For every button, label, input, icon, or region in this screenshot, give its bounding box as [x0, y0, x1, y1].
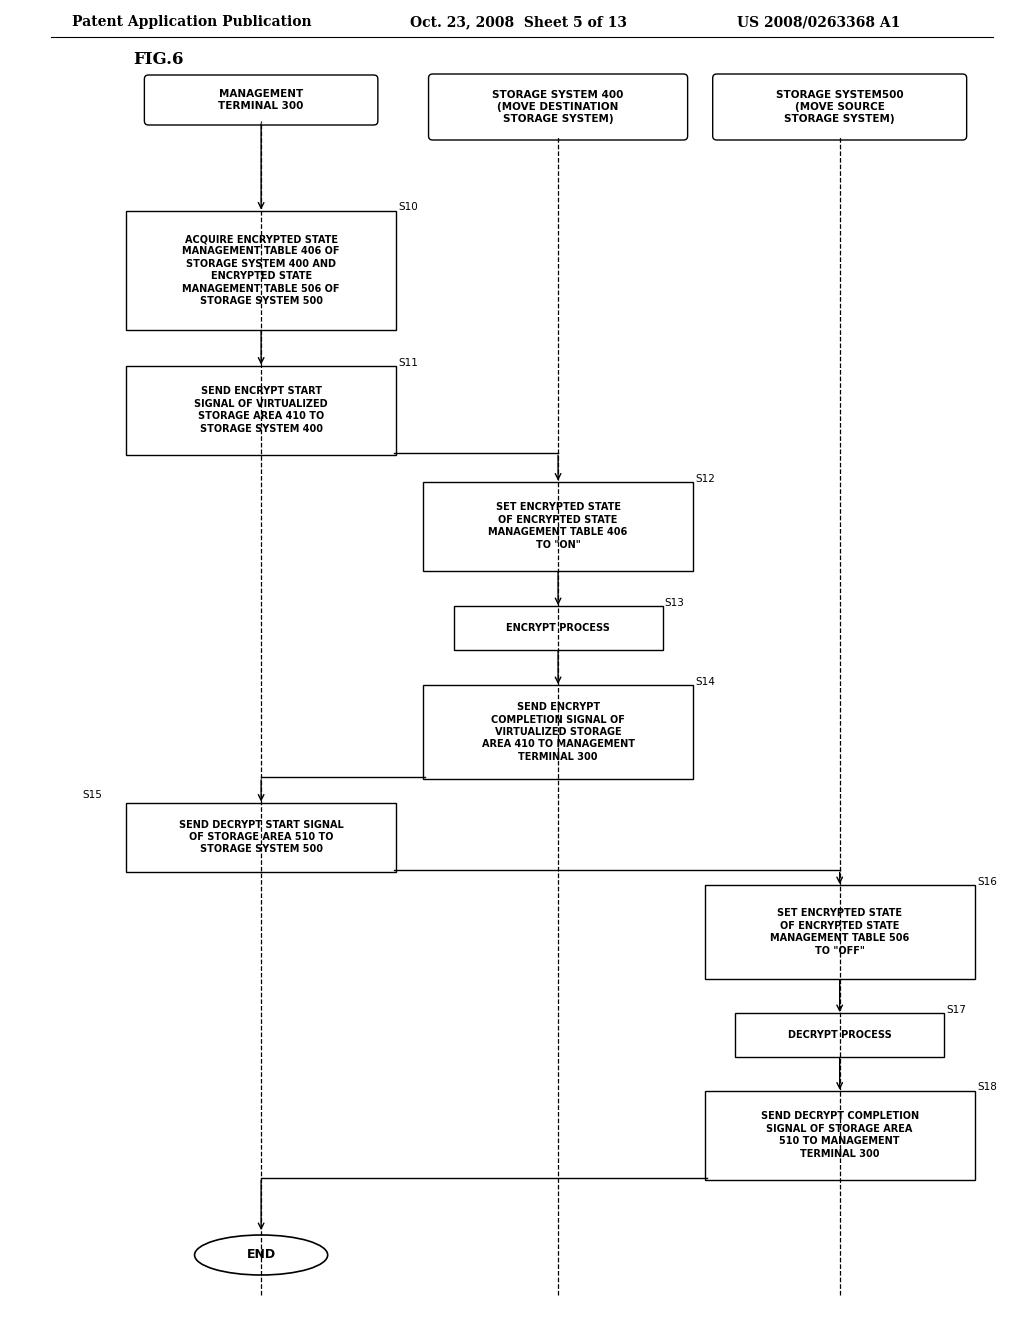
- FancyBboxPatch shape: [735, 1012, 944, 1057]
- Text: SEND ENCRYPT
COMPLETION SIGNAL OF
VIRTUALIZED STORAGE
AREA 410 TO MANAGEMENT
TER: SEND ENCRYPT COMPLETION SIGNAL OF VIRTUA…: [481, 702, 635, 762]
- FancyBboxPatch shape: [713, 74, 967, 140]
- Text: S10: S10: [398, 202, 418, 213]
- Text: END: END: [247, 1249, 275, 1262]
- Text: SET ENCRYPTED STATE
OF ENCRYPTED STATE
MANAGEMENT TABLE 506
TO "OFF": SET ENCRYPTED STATE OF ENCRYPTED STATE M…: [770, 908, 909, 956]
- Text: S14: S14: [695, 677, 715, 686]
- FancyBboxPatch shape: [144, 75, 378, 125]
- Text: S17: S17: [946, 1005, 966, 1015]
- FancyBboxPatch shape: [454, 606, 663, 649]
- Text: S12: S12: [695, 474, 715, 483]
- Text: SEND ENCRYPT START
SIGNAL OF VIRTUALIZED
STORAGE AREA 410 TO
STORAGE SYSTEM 400: SEND ENCRYPT START SIGNAL OF VIRTUALIZED…: [195, 387, 328, 433]
- Text: Oct. 23, 2008  Sheet 5 of 13: Oct. 23, 2008 Sheet 5 of 13: [410, 15, 627, 29]
- Text: ENCRYPT PROCESS: ENCRYPT PROCESS: [506, 623, 610, 634]
- FancyBboxPatch shape: [423, 482, 693, 570]
- Text: S16: S16: [977, 876, 996, 887]
- FancyBboxPatch shape: [705, 1090, 975, 1180]
- Ellipse shape: [195, 1236, 328, 1275]
- Text: US 2008/0263368 A1: US 2008/0263368 A1: [737, 15, 901, 29]
- Text: SEND DECRYPT START SIGNAL
OF STORAGE AREA 510 TO
STORAGE SYSTEM 500: SEND DECRYPT START SIGNAL OF STORAGE ARE…: [179, 820, 343, 854]
- Text: S11: S11: [398, 358, 418, 367]
- Text: STORAGE SYSTEM 400
(MOVE DESTINATION
STORAGE SYSTEM): STORAGE SYSTEM 400 (MOVE DESTINATION STO…: [493, 90, 624, 124]
- Text: DECRYPT PROCESS: DECRYPT PROCESS: [787, 1030, 892, 1040]
- Text: SEND DECRYPT COMPLETION
SIGNAL OF STORAGE AREA
510 TO MANAGEMENT
TERMINAL 300: SEND DECRYPT COMPLETION SIGNAL OF STORAG…: [761, 1111, 919, 1159]
- Text: SET ENCRYPTED STATE
OF ENCRYPTED STATE
MANAGEMENT TABLE 406
TO "ON": SET ENCRYPTED STATE OF ENCRYPTED STATE M…: [488, 503, 628, 549]
- Text: MANAGEMENT
TERMINAL 300: MANAGEMENT TERMINAL 300: [218, 90, 304, 111]
- Text: S13: S13: [665, 598, 684, 609]
- Text: S18: S18: [977, 1082, 996, 1093]
- Text: ACQUIRE ENCRYPTED STATE
MANAGEMENT TABLE 406 OF
STORAGE SYSTEM 400 AND
ENCRYPTED: ACQUIRE ENCRYPTED STATE MANAGEMENT TABLE…: [182, 234, 340, 306]
- FancyBboxPatch shape: [429, 74, 688, 140]
- Text: Patent Application Publication: Patent Application Publication: [72, 15, 311, 29]
- FancyBboxPatch shape: [126, 803, 396, 871]
- FancyBboxPatch shape: [126, 210, 396, 330]
- Text: FIG.6: FIG.6: [133, 51, 183, 69]
- FancyBboxPatch shape: [423, 685, 693, 779]
- Text: S15: S15: [82, 789, 101, 800]
- FancyBboxPatch shape: [126, 366, 396, 454]
- FancyBboxPatch shape: [705, 884, 975, 979]
- Text: STORAGE SYSTEM500
(MOVE SOURCE
STORAGE SYSTEM): STORAGE SYSTEM500 (MOVE SOURCE STORAGE S…: [776, 90, 903, 124]
